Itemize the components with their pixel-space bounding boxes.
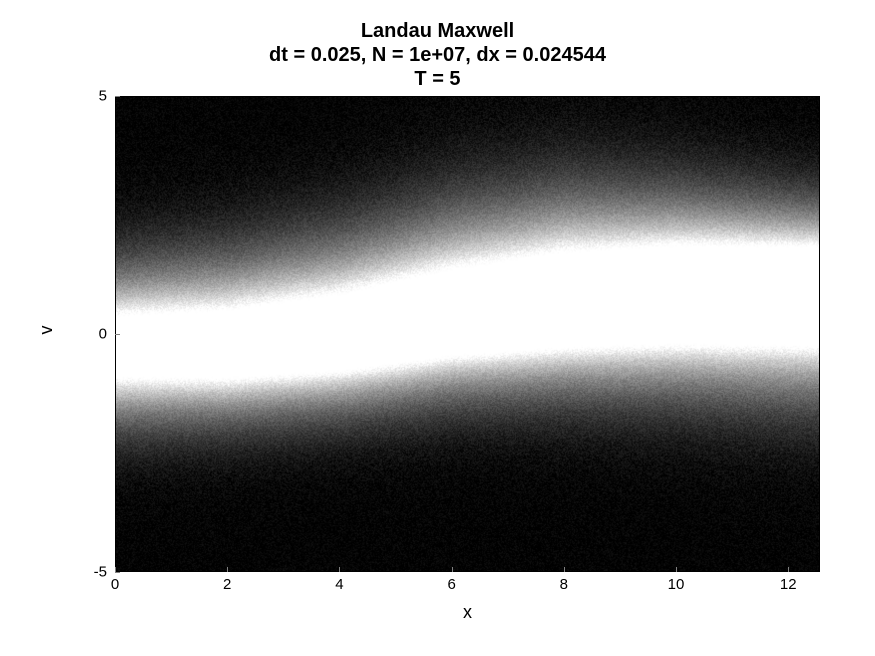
heatmap-canvas	[116, 97, 819, 571]
heatmap-plot-area	[115, 96, 820, 572]
x-tick-label: 0	[111, 576, 119, 593]
chart-title-line-3: T = 5	[0, 68, 875, 91]
y-tick-label: -5	[67, 564, 107, 581]
y-axis-label: v	[36, 326, 57, 335]
x-tick-label: 6	[447, 576, 455, 593]
x-tick-label: 8	[560, 576, 568, 593]
x-tick-label: 2	[223, 576, 231, 593]
figure: Landau Maxwell dt = 0.025, N = 1e+07, dx…	[0, 0, 875, 656]
x-tick-label: 4	[335, 576, 343, 593]
x-axis-label: x	[115, 602, 820, 623]
chart-title-line-2: dt = 0.025, N = 1e+07, dx = 0.024544	[0, 44, 875, 67]
chart-title-line-1: Landau Maxwell	[0, 20, 875, 43]
x-tick-label: 12	[780, 576, 797, 593]
x-tick-label: 10	[668, 576, 685, 593]
y-tick-label: 5	[67, 88, 107, 105]
y-tick-label: 0	[67, 326, 107, 343]
